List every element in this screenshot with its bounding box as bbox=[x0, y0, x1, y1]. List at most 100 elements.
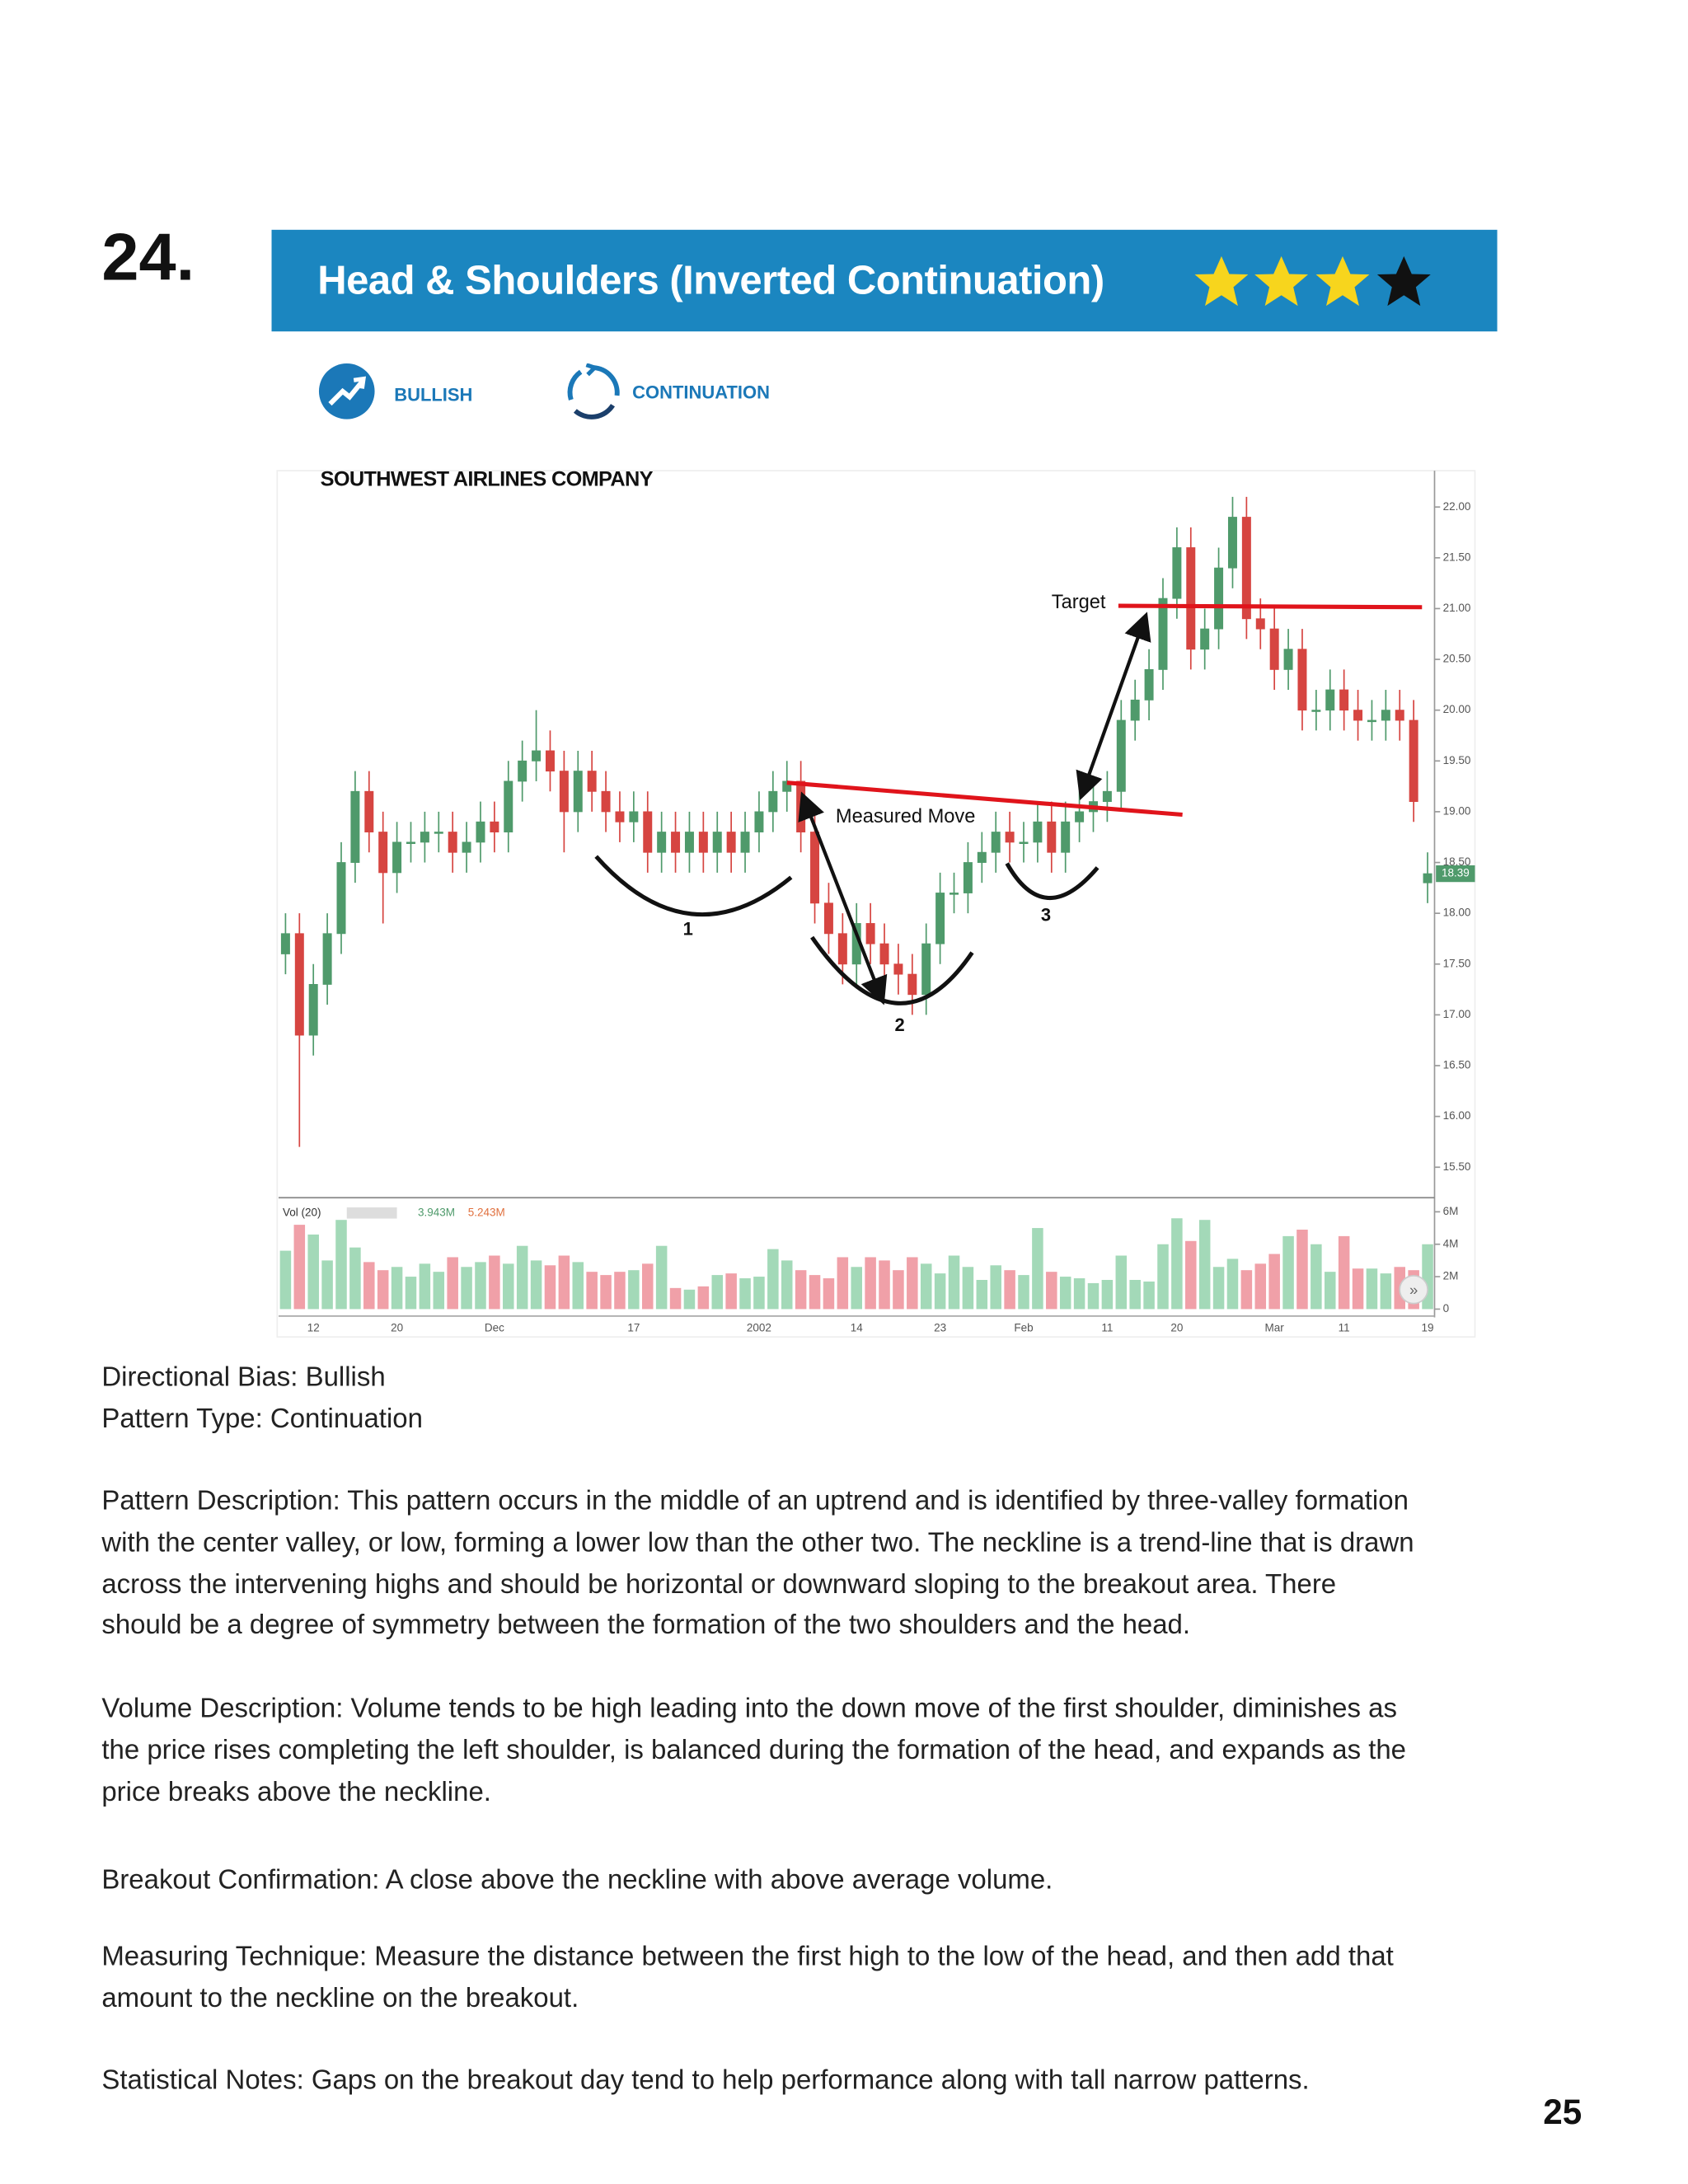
volume-bar bbox=[391, 1267, 403, 1310]
head-curve bbox=[810, 935, 974, 1005]
y-tick-label: 16.50 bbox=[1443, 1059, 1471, 1071]
candle-body bbox=[768, 790, 778, 813]
candle-body bbox=[977, 851, 987, 863]
candle-body bbox=[1061, 821, 1071, 853]
candle-body bbox=[1255, 618, 1265, 630]
shoulder-curve bbox=[594, 855, 793, 917]
candle-body bbox=[893, 963, 903, 975]
candle-body bbox=[559, 771, 569, 813]
candle-body bbox=[1325, 689, 1335, 711]
candle-body bbox=[392, 841, 402, 874]
candle-body bbox=[629, 811, 639, 823]
volume-bar bbox=[837, 1257, 849, 1310]
header-banner: Head & Shoulders (Inverted Continuation) bbox=[271, 229, 1498, 332]
volume-bar bbox=[321, 1260, 333, 1310]
candle-body bbox=[712, 832, 722, 853]
badge-continuation: CONTINUATION bbox=[632, 382, 770, 403]
x-tick-label: 14 bbox=[851, 1322, 864, 1334]
candle-body bbox=[545, 750, 555, 772]
volume-bar bbox=[1004, 1270, 1015, 1310]
volume-bar bbox=[669, 1287, 682, 1310]
volume-bar bbox=[893, 1270, 904, 1310]
volume-bar bbox=[907, 1257, 918, 1310]
candle-body bbox=[935, 893, 945, 944]
candle-body bbox=[865, 923, 875, 944]
y-tick-label: 22.00 bbox=[1443, 500, 1471, 513]
volume-bar bbox=[349, 1247, 361, 1310]
svg-text:»: » bbox=[1409, 1281, 1418, 1298]
candle-body bbox=[350, 790, 360, 863]
target-arrow bbox=[1076, 612, 1151, 801]
volume-bar bbox=[307, 1234, 319, 1310]
volume-bar bbox=[516, 1245, 528, 1310]
candle-body bbox=[698, 832, 708, 853]
volume-bar bbox=[279, 1250, 292, 1310]
text-line: the price rises completing the left shou… bbox=[101, 1735, 1407, 1766]
volume-bar bbox=[1018, 1275, 1029, 1310]
text-line: price breaks above the neckline. bbox=[101, 1776, 491, 1807]
candle-body bbox=[1005, 832, 1015, 843]
y-tick-label: 20.50 bbox=[1443, 653, 1471, 665]
candle-body bbox=[740, 832, 750, 853]
candle-body bbox=[406, 841, 415, 845]
volume-bar bbox=[1171, 1218, 1183, 1310]
candle-body bbox=[754, 811, 764, 832]
candle-body bbox=[573, 771, 583, 813]
volume-bar bbox=[1185, 1240, 1197, 1310]
volume-bar bbox=[433, 1272, 445, 1310]
chart-frame bbox=[276, 470, 1476, 1338]
scroll-button[interactable] bbox=[1399, 1275, 1428, 1305]
candle-body bbox=[1047, 821, 1057, 853]
candle-body bbox=[615, 811, 625, 823]
candle-body bbox=[280, 933, 290, 954]
volume-bar bbox=[976, 1280, 988, 1310]
volume-bar bbox=[781, 1260, 793, 1310]
volume-bar bbox=[572, 1262, 584, 1310]
text-line: with the center valley, or low, forming … bbox=[101, 1527, 1414, 1558]
candle-body bbox=[420, 832, 429, 843]
badge-bullish: BULLISH bbox=[394, 384, 473, 405]
text-line: Breakout Confirmation: A close above the… bbox=[101, 1864, 1053, 1896]
target-line bbox=[1118, 603, 1423, 610]
volume-bar bbox=[1073, 1278, 1085, 1310]
candle-body bbox=[796, 780, 806, 832]
volume-bar bbox=[1087, 1282, 1100, 1310]
candle-body bbox=[1283, 649, 1293, 670]
paragraph: Breakout Confirmation: A close above the… bbox=[101, 1861, 1053, 1902]
candle-body bbox=[1339, 689, 1349, 711]
chart: SOUTHWEST AIRLINES COMPANY 15.50 16.00 16.… bbox=[276, 468, 1476, 1338]
text-line: Pattern Description: This pattern occurs… bbox=[101, 1486, 1409, 1517]
rating-stars bbox=[1194, 255, 1431, 307]
volume-bar bbox=[655, 1245, 668, 1310]
volume-bar bbox=[934, 1273, 946, 1310]
volume-bar bbox=[1046, 1272, 1057, 1310]
volume-bar bbox=[1240, 1270, 1253, 1310]
candle-body bbox=[921, 943, 931, 996]
volume-bar bbox=[1254, 1263, 1267, 1310]
volume-bar bbox=[920, 1263, 932, 1310]
volume-bar bbox=[1311, 1244, 1322, 1310]
candle-body bbox=[1297, 649, 1307, 711]
page-number: 25 bbox=[1543, 2093, 1582, 2133]
volume-bar bbox=[419, 1263, 431, 1310]
text-line: across the intervening highs and should … bbox=[101, 1568, 1337, 1600]
volume-bar bbox=[823, 1278, 835, 1310]
y-tick-label: 21.50 bbox=[1443, 551, 1471, 563]
candle-body bbox=[601, 790, 611, 813]
y-tick-label: 17.50 bbox=[1443, 957, 1471, 969]
shoulder-curve bbox=[1005, 862, 1100, 900]
annotation: Target bbox=[1052, 592, 1106, 613]
candle-body bbox=[991, 832, 1001, 853]
candle-body bbox=[907, 973, 917, 996]
x-tick-label: 17 bbox=[627, 1322, 640, 1334]
paragraph: Directional Bias: Bullish Pattern Type: C… bbox=[101, 1358, 423, 1441]
paragraph: Measuring Technique: Measure the distanc… bbox=[101, 1938, 1393, 2021]
y-tick-label: 6M bbox=[1443, 1205, 1459, 1217]
y-tick-label: 15.50 bbox=[1443, 1160, 1471, 1173]
volume-bar bbox=[753, 1277, 765, 1310]
last-price-label: 18.39 bbox=[1442, 867, 1470, 879]
candle-body bbox=[490, 821, 499, 832]
volume-bar bbox=[489, 1255, 500, 1310]
candle-body bbox=[532, 750, 542, 762]
